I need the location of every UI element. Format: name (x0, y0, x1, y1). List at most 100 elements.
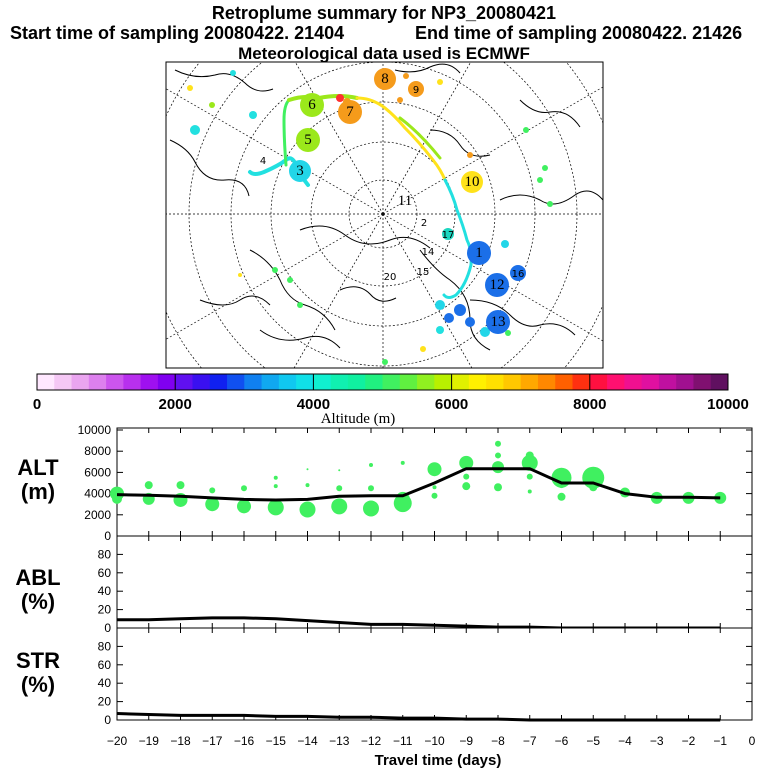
y-tick-label: 0 (104, 529, 111, 543)
chart-title: Retroplume summary for NP3_20080421 (211, 3, 557, 23)
cluster-dot (501, 240, 509, 248)
colorbar-swatch (157, 374, 176, 390)
colorbar-tick-label: 10000 (707, 396, 749, 413)
start-time-label: Start time of sampling 20080422. 21404 (10, 23, 345, 43)
colorbar-tick-label: 4000 (297, 396, 330, 413)
meridian-line (294, 62, 384, 215)
colorbar-swatch (537, 374, 556, 390)
day-cluster-circle (296, 128, 320, 152)
cluster-bubble (273, 484, 278, 489)
cluster-bubble (432, 485, 437, 490)
day-label: 2 (421, 218, 427, 229)
cluster-bubble (336, 485, 343, 492)
x-tick-label: −10 (424, 734, 445, 748)
cluster-dot (537, 177, 543, 183)
cluster-bubble (237, 499, 251, 514)
day-label: 8 (381, 71, 389, 87)
x-tick-label: −15 (266, 734, 287, 748)
day-cluster-circle (289, 160, 311, 182)
cluster-bubble (427, 462, 442, 477)
x-tick-label: −6 (555, 734, 569, 748)
day-label: 16 (512, 269, 525, 280)
coastline (469, 299, 576, 336)
meridian-line (293, 213, 384, 368)
day-cluster-circle (486, 310, 510, 334)
cluster-bubble (273, 475, 278, 480)
cluster-bubble (495, 452, 501, 459)
trajectory-segment (355, 96, 447, 182)
day-cluster-circle (461, 171, 483, 193)
day-label: 6 (308, 97, 316, 113)
day-label: 14 (422, 247, 435, 258)
x-tick-label: −17 (202, 734, 223, 748)
cluster-dot (444, 313, 454, 323)
alt-panel: 10000 8000 6000 4000 2000 0 ALT(m) (17, 423, 753, 543)
met-data-label: Meteorological data used is ECMWF (238, 44, 530, 63)
cluster-bubble (305, 483, 310, 488)
cluster-bubble (459, 455, 474, 470)
cluster-dot (230, 70, 236, 76)
cluster-dot (505, 330, 511, 336)
colorbar-swatch (88, 374, 107, 390)
colorbar-swatch (313, 374, 332, 390)
day-cluster-circle (408, 81, 424, 97)
cluster-bubble (557, 492, 566, 501)
colorbar-axis-label: Altitude (m) (321, 411, 396, 427)
colorbar-swatch (451, 374, 470, 390)
colorbar-swatch (503, 374, 522, 390)
x-axis: −20 −19 −18 −17 −16 −15 −14 −13 −12 −11 −10 −9 −8 −7−… (107, 734, 756, 768)
cluster-bubble (492, 461, 504, 474)
cluster-bubble (525, 451, 534, 460)
trajectory-segment (398, 116, 442, 160)
day-cluster-circle (510, 265, 526, 281)
cluster-dot (382, 359, 388, 365)
y-tick-label: 0 (104, 713, 111, 727)
day-label: 4 (260, 156, 266, 167)
colorbar-swatch (710, 374, 729, 390)
day-cluster-circle (467, 241, 491, 265)
y-tick-label: 80 (98, 639, 112, 653)
cluster-bubble (299, 501, 316, 518)
x-tick-label: −18 (170, 734, 191, 748)
x-tick-label: −11 (393, 734, 413, 748)
cluster-bubble (463, 473, 470, 480)
x-tick-label: −7 (523, 734, 537, 748)
meridian-line (166, 88, 384, 215)
panel-label-name: ABL (15, 565, 60, 590)
x-tick-label: −1 (713, 734, 727, 748)
colorbar-tick-label: 8000 (573, 396, 606, 413)
coastline (499, 190, 603, 205)
cluster-dot (437, 79, 443, 85)
cluster-bubble (363, 500, 379, 517)
cluster-bubble (241, 485, 247, 492)
y-tick-label: 6000 (84, 465, 111, 479)
cluster-bubble (495, 440, 501, 447)
day-label: 3 (296, 163, 304, 179)
cluster-dot (467, 152, 473, 158)
day-cluster-circle (338, 100, 362, 124)
cluster-bubble (331, 498, 348, 515)
colorbar-swatch (296, 374, 314, 390)
x-tick-label: −4 (618, 734, 632, 748)
colorbar-swatch (209, 374, 228, 390)
y-tick-label: 8000 (84, 444, 111, 458)
x-tick-label: −2 (682, 734, 696, 748)
meridian-line (382, 213, 603, 342)
cluster-dot (542, 165, 548, 171)
cluster-bubble (205, 497, 220, 512)
colorbar-swatch (572, 374, 591, 390)
colorbar-swatch (589, 374, 608, 390)
colorbar-swatch (624, 374, 643, 390)
cluster-dot (547, 201, 553, 207)
colorbar-swatch (693, 374, 712, 390)
colorbar-swatch (676, 374, 694, 390)
colorbar-tick-label: 6000 (435, 396, 468, 413)
x-tick-label: −8 (491, 734, 505, 748)
day-cluster-circle (300, 93, 324, 117)
colorbar-swatch (658, 374, 677, 390)
cluster-dot (297, 302, 303, 308)
coastline (249, 249, 336, 331)
colorbar-swatch (278, 374, 297, 390)
meridian-line (166, 213, 384, 340)
